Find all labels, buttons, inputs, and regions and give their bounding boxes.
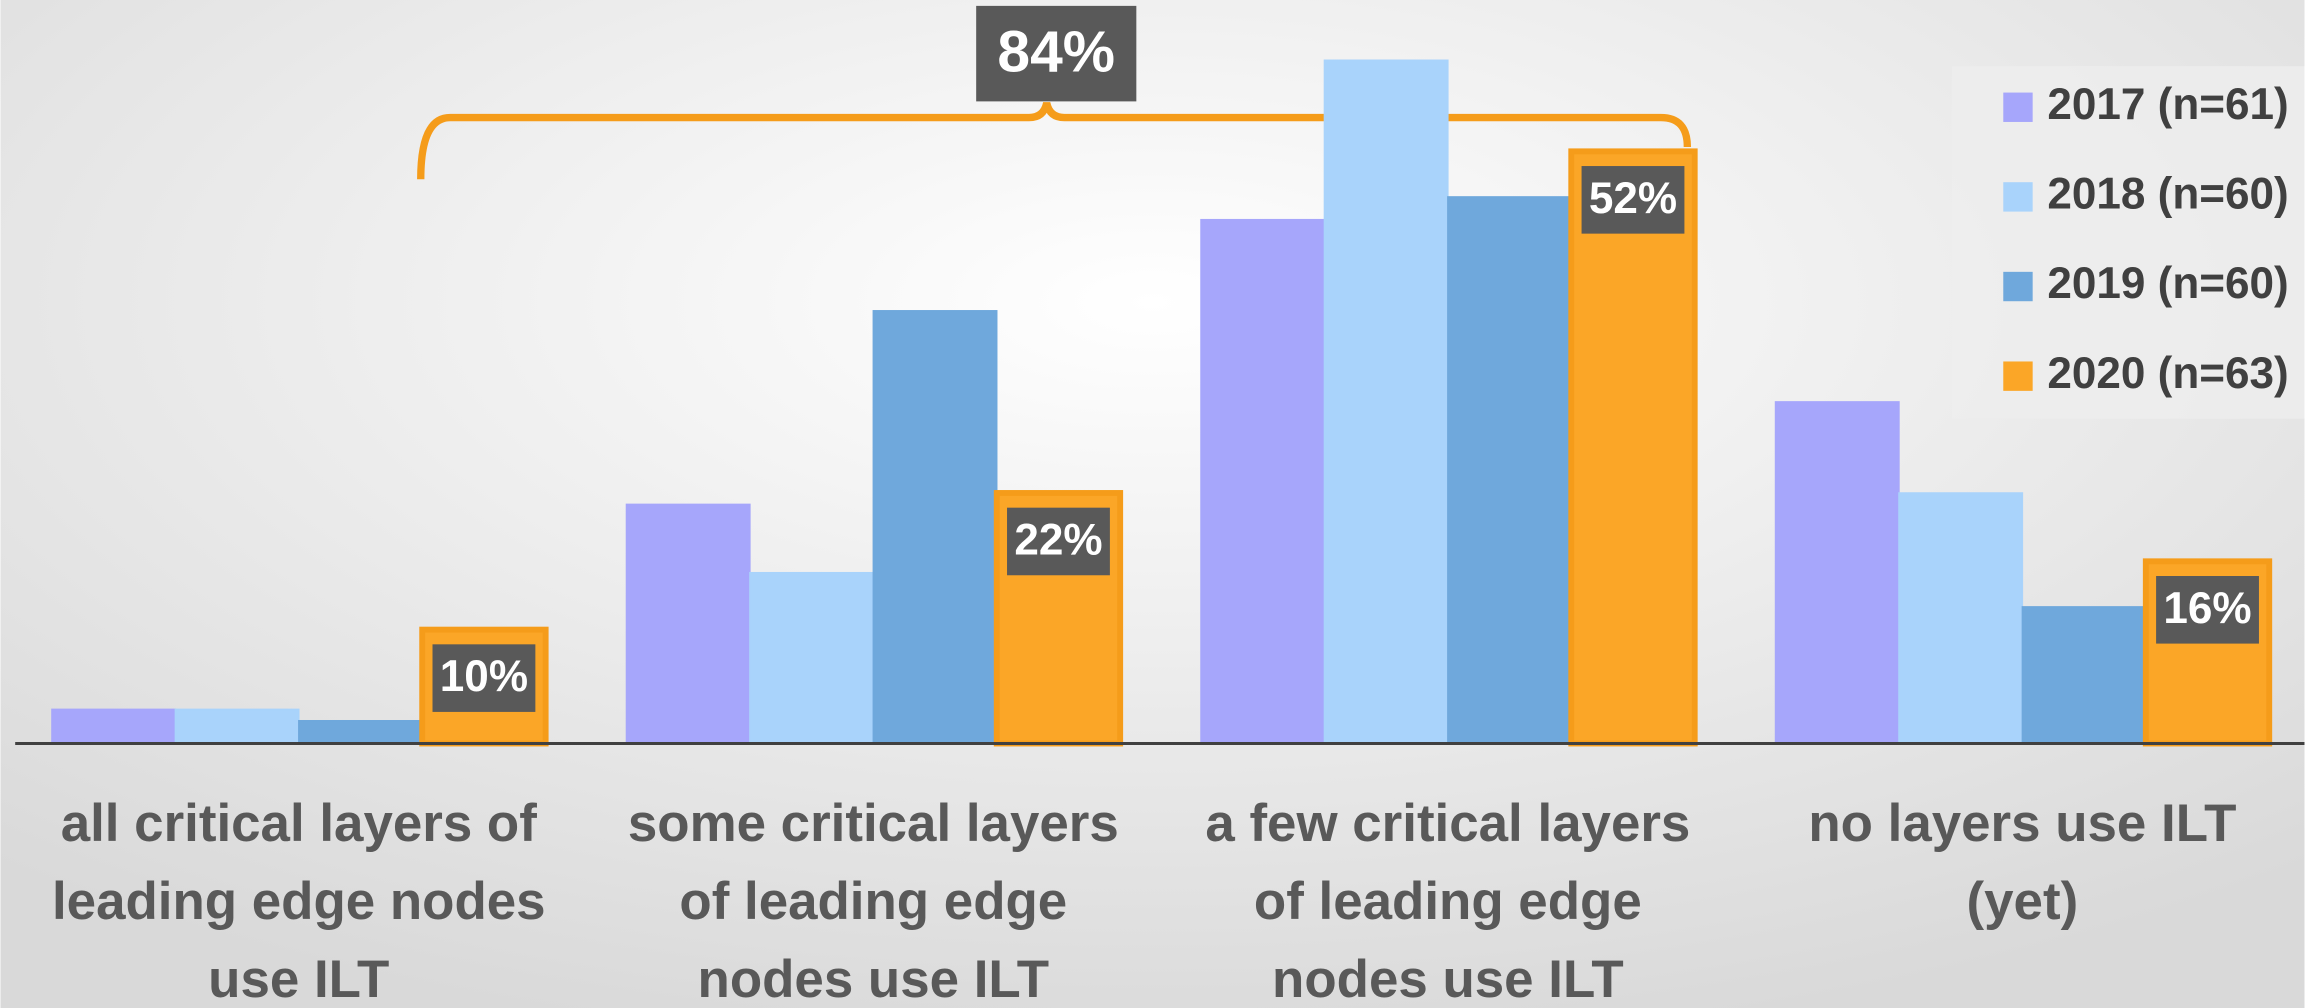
x-tick-label-line: no layers use ILT	[1808, 794, 2236, 853]
legend-label: 2020 (n=63)	[2047, 349, 2288, 398]
value-label-box	[432, 644, 536, 712]
bar	[1898, 492, 2024, 745]
x-tick-label-line: a few critical layers	[1205, 794, 1690, 853]
value-label: 16%	[2163, 584, 2251, 633]
x-tick-label: all critical layers of leading edge nodes…	[52, 794, 546, 1008]
x-tick-label: no layers use ILT (yet)	[1808, 794, 2236, 931]
legend-swatch	[2003, 361, 2033, 391]
legend-box	[1951, 66, 2305, 419]
annotation: 84%	[997, 19, 1115, 84]
x-tick-label-line: all critical layers of	[61, 794, 538, 853]
bar	[298, 720, 423, 745]
x-tick-label-line: of leading edge	[679, 872, 1067, 931]
x-tick-label-line: (yet)	[1967, 872, 2079, 931]
bar	[1568, 148, 1698, 747]
value-label: 52%	[1589, 174, 1677, 223]
value-label: 10%	[440, 652, 528, 701]
x-tick-label-line: of leading edge	[1254, 872, 1642, 931]
legend-swatch	[2003, 271, 2033, 302]
x-tick-label-line: nodes use ILT	[698, 950, 1050, 1008]
legend-label: 2019 (n=60)	[2047, 259, 2288, 308]
legend-swatch	[2003, 182, 2033, 212]
bar	[1774, 401, 1900, 745]
value-label: 22%	[1014, 516, 1102, 565]
bar	[174, 708, 300, 745]
x-tick-label: some critical layers of leading edge nodes…	[628, 794, 1119, 1008]
bar	[1200, 218, 1326, 745]
bar	[625, 503, 751, 745]
legend-label: 2017 (n=61)	[2047, 80, 2288, 129]
bracket	[417, 101, 1692, 180]
bar	[51, 708, 177, 745]
x-tick-label-line: some critical layers	[628, 794, 1119, 853]
bar	[1447, 196, 1573, 745]
bar	[2021, 606, 2147, 745]
value-label-box	[1007, 507, 1110, 576]
x-tick-label: a few critical layers of leading edge node…	[1205, 794, 1690, 1008]
x-tick-label-line: use ILT	[208, 950, 389, 1008]
bar	[872, 310, 998, 745]
legend-swatch	[2003, 92, 2033, 122]
value-label-box	[2156, 576, 2259, 644]
annotation-box	[976, 5, 1137, 102]
legend-label: 2018 (n=60)	[2047, 170, 2288, 219]
x-tick-label-line: nodes use ILT	[1272, 950, 1624, 1008]
value-label-box	[1581, 166, 1685, 234]
x-tick-label-line: leading edge nodes	[52, 872, 546, 931]
bar	[1323, 59, 1449, 745]
bar	[749, 571, 875, 745]
